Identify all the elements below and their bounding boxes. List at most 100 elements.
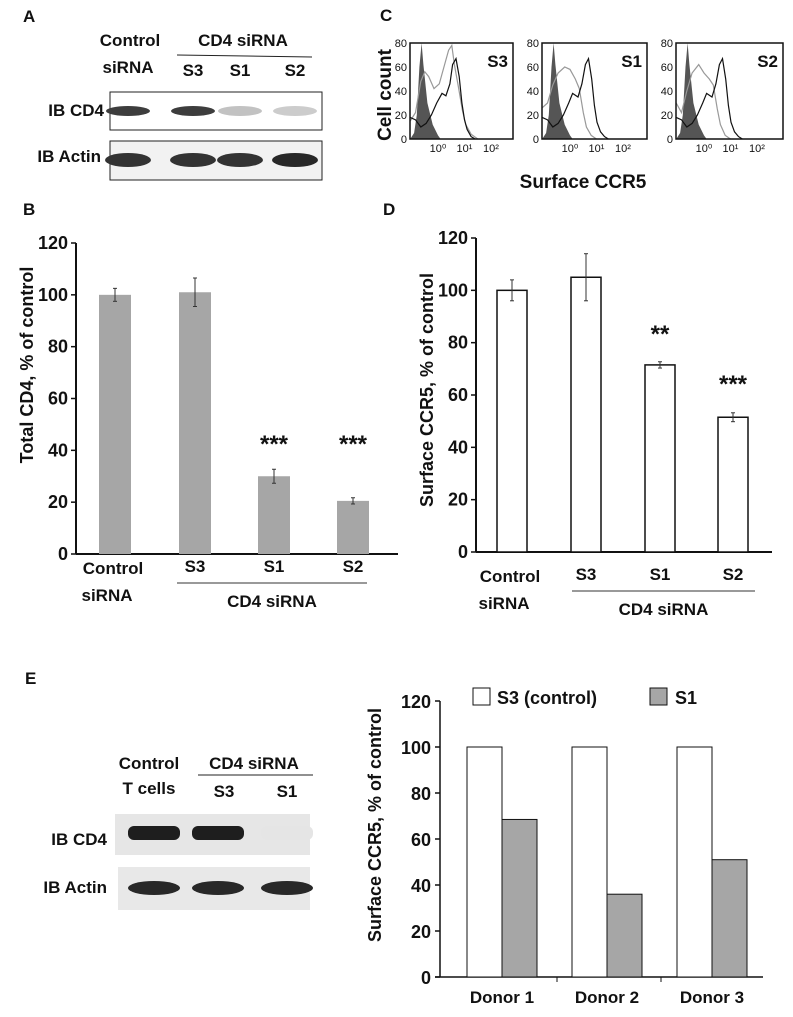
y-tick-label: 0	[58, 544, 68, 564]
y-tick-label: 60	[48, 389, 68, 409]
x-tick-label: 10¹	[457, 143, 473, 155]
bar	[644, 364, 676, 553]
histogram-black-line	[409, 56, 476, 140]
lane-label: S2	[285, 61, 306, 80]
legend-swatch	[472, 687, 491, 706]
y-tick-label: 0	[667, 134, 673, 146]
panel-e-blot: E Control T cells CD4 siRNA S3 S1 IB CD4…	[25, 669, 313, 910]
blot-row-label: IB CD4	[51, 830, 107, 849]
y-tick-label: 60	[448, 385, 468, 405]
lane-label: S1	[230, 61, 251, 80]
significance-stars: ***	[260, 431, 289, 458]
y-tick-label: 120	[438, 228, 468, 248]
y-tick-label: 0	[421, 968, 431, 988]
blot-band-cd4	[261, 826, 313, 840]
category-label: S3	[185, 557, 206, 576]
bar-s3	[571, 746, 608, 978]
x-tick-label: 10⁰	[696, 143, 713, 155]
group-label: CD4 siRNA	[619, 600, 709, 619]
y-tick-label: 20	[448, 490, 468, 510]
y-tick-label: 40	[661, 86, 673, 98]
bar-s3	[466, 746, 503, 978]
bar	[717, 416, 749, 553]
blot-band-actin	[272, 153, 318, 167]
significance-stars: **	[651, 321, 670, 348]
y-tick-label: 20	[411, 922, 431, 942]
legend: S3 (control) S1	[472, 687, 697, 708]
y-tick-label: 100	[401, 738, 431, 758]
histogram-grey-line	[541, 66, 597, 140]
blot-band-actin	[105, 153, 151, 167]
significance-stars: ***	[339, 431, 368, 458]
histogram-frame	[675, 42, 784, 140]
blot-band-actin	[217, 153, 263, 167]
category-label: S2	[343, 557, 364, 576]
y-tick-label: 100	[438, 280, 468, 300]
x-tick-label: 10⁰	[562, 143, 579, 155]
histogram-s2: S2 80 60 40 20 0 10⁰ 10¹ 10²	[661, 38, 784, 155]
panel-d-chart: D 0 20 40 60 80 100 120 Surface CCR5, % of contr…	[383, 200, 772, 619]
y-tick-label: 60	[395, 62, 407, 74]
panel-label-b: B	[23, 200, 35, 219]
y-tick-label: 40	[527, 86, 539, 98]
category-label-control: siRNA	[478, 594, 529, 613]
bar-s3	[676, 746, 713, 978]
histogram-grey-line	[675, 63, 731, 140]
blot-band-cd4	[106, 106, 150, 116]
blot-band-cd4	[192, 826, 244, 840]
y-tick-label: 60	[411, 830, 431, 850]
x-tick-label: 10²	[615, 143, 631, 155]
bar-s1	[606, 893, 643, 978]
panel-e-chart: 0 20 40 60 80 100 120 Surface CCR5, % of contro…	[365, 687, 763, 1007]
histogram-s1: S1 80 60 40 20 0 10⁰ 10¹ 10²	[527, 38, 648, 155]
significance-stars: ***	[719, 371, 748, 398]
blot-band-cd4	[128, 826, 180, 840]
blot-row-label: IB CD4	[48, 101, 104, 120]
legend-swatch	[649, 687, 668, 706]
y-tick-label: 80	[527, 38, 539, 50]
y-tick-label: 60	[527, 62, 539, 74]
lane-label: S3	[183, 61, 204, 80]
y-axis-label: Total CD4, % of control	[17, 267, 37, 464]
y-tick-label: 120	[38, 233, 68, 253]
histogram-frame	[541, 42, 648, 140]
y-tick-label: 20	[527, 110, 539, 122]
legend-label: S1	[675, 688, 697, 708]
category-label-control: siRNA	[81, 586, 132, 605]
x-tick-label: 10⁰	[430, 143, 447, 155]
y-tick-label: 0	[533, 134, 539, 146]
x-tick-label: 10¹	[589, 143, 605, 155]
panel-c: C Cell count Surface CCR5 S3 80 60 40 20 0 10⁰…	[375, 6, 784, 193]
category-label-control: Control	[83, 559, 143, 578]
isotype-histogram	[676, 43, 707, 139]
bar	[570, 276, 602, 553]
lane-control-line2: T cells	[123, 779, 176, 798]
y-tick-label: 40	[48, 440, 68, 460]
x-tick-label: 10¹	[723, 143, 739, 155]
lane-control-line1: Control	[119, 754, 179, 773]
blot-row-label: IB Actin	[43, 878, 107, 897]
bar	[179, 292, 211, 554]
category-label: Donor 3	[680, 988, 744, 1007]
lane-label: S1	[277, 782, 298, 801]
histogram-frame	[409, 42, 514, 140]
histogram-title: S1	[621, 52, 642, 71]
histogram-s3: S3 80 60 40 20 0 10⁰ 10¹ 10²	[395, 38, 514, 155]
y-tick-label: 0	[401, 134, 407, 146]
blot-band-cd4	[171, 106, 215, 116]
x-tick-label: 10²	[483, 143, 499, 155]
group-underline	[176, 54, 313, 58]
bar	[337, 500, 369, 554]
y-tick-label: 20	[661, 110, 673, 122]
blot-band-cd4	[273, 106, 317, 116]
group-label: CD4 siRNA	[198, 31, 288, 50]
y-axis-label: Surface CCR5, % of control	[365, 708, 385, 942]
y-tick-label: 80	[661, 38, 673, 50]
y-tick-label: 120	[401, 692, 431, 712]
histogram-ylabel: Cell count	[375, 48, 396, 141]
lane-control-line2: siRNA	[102, 58, 153, 77]
y-axis-label: Surface CCR5, % of control	[417, 273, 437, 507]
